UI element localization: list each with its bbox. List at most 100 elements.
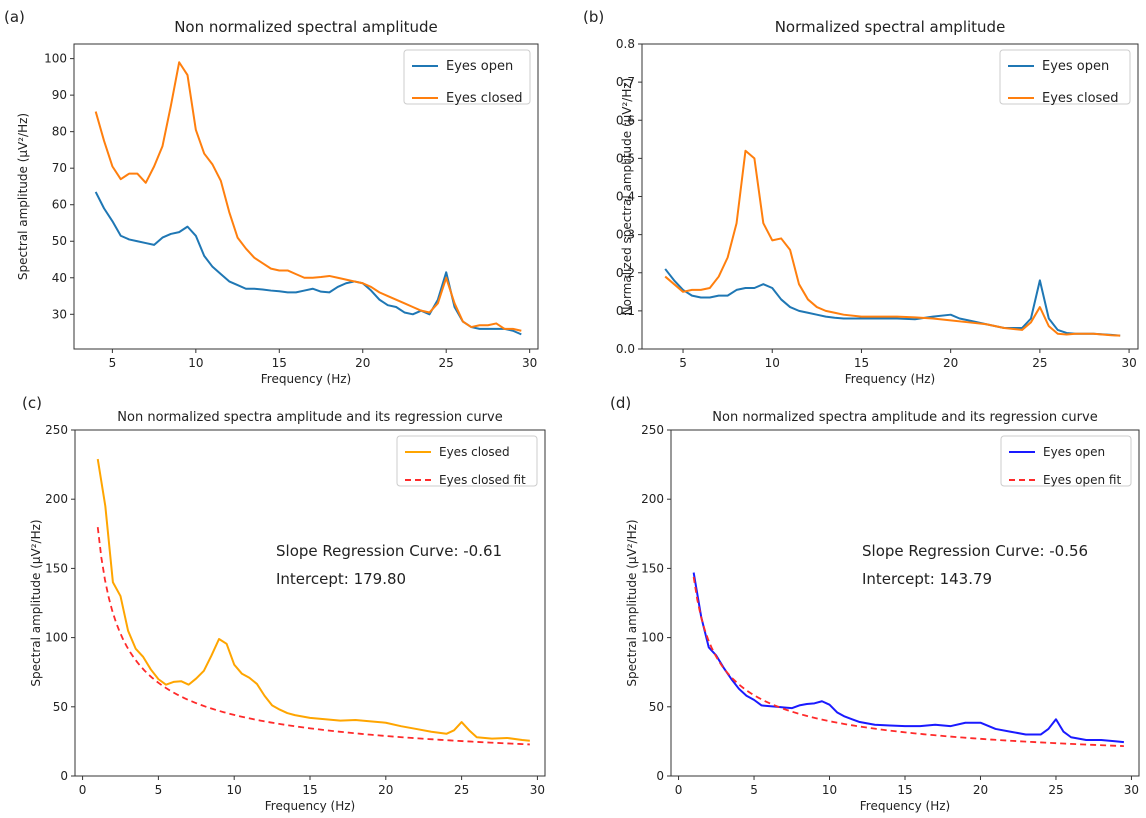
- x-tick-label: 25: [439, 356, 454, 370]
- chart-title: Non normalized spectral amplitude: [174, 18, 438, 36]
- series-line-eyes-open: [664, 268, 1121, 337]
- legend: Eyes open Eyes closed: [999, 49, 1131, 106]
- y-tick-label: 0.3: [616, 228, 635, 242]
- y-tick-label: 250: [45, 423, 68, 437]
- legend-label: Eyes open fit: [1043, 473, 1121, 487]
- x-tick-label: 30: [530, 783, 545, 797]
- x-tick-label: 20: [378, 783, 393, 797]
- legend-label: Eyes open: [1042, 59, 1109, 74]
- x-tick-label: 5: [679, 356, 687, 370]
- chart-title: Normalized spectral amplitude: [775, 18, 1006, 36]
- axes-frame: [73, 43, 539, 350]
- plot-area: [96, 458, 530, 746]
- legend: Eyes open Eyes closed: [403, 49, 531, 106]
- y-tick-label: 0.2: [616, 266, 635, 280]
- legend-box: [1000, 435, 1132, 487]
- y-tick-label: 30: [52, 307, 67, 321]
- legend-label: Eyes closed: [439, 445, 510, 459]
- plot-area: [692, 572, 1124, 747]
- x-tick-label: 0: [675, 783, 683, 797]
- series-line-eyes-closed: [96, 458, 530, 742]
- intercept-annotation: Intercept: 143.79: [862, 570, 992, 588]
- y-tick-label: 50: [53, 700, 68, 714]
- panel-2: (b) Normalized spectral amplitude 5 10 15 20 2…: [583, 8, 1139, 386]
- y-tick-label: 0.8: [616, 37, 635, 51]
- y-axis-label: Spectral amplitude (μV²/Hz): [625, 519, 639, 686]
- y-tick-label: 100: [641, 631, 664, 645]
- y-tick-label: 90: [52, 88, 67, 102]
- y-tick-label: 70: [52, 161, 67, 175]
- x-tick-label: 15: [854, 356, 869, 370]
- y-tick-label: 0.4: [616, 190, 635, 204]
- slope-annotation: Slope Regression Curve: -0.56: [862, 542, 1088, 560]
- y-tick-label: 200: [45, 492, 68, 506]
- series-line-eyes-open-fit: [692, 576, 1124, 747]
- x-tick-label: 30: [1121, 356, 1136, 370]
- legend-label: Eyes closed fit: [439, 473, 526, 487]
- x-tick-label: 20: [355, 356, 370, 370]
- axes-frame: [641, 43, 1139, 350]
- y-tick-label: 100: [45, 631, 68, 645]
- x-tick-label: 30: [522, 356, 537, 370]
- legend: Eyes open Eyes open fit: [1000, 435, 1132, 487]
- y-axis-label: Normalized spectral amplitude (μV²/Hz): [620, 78, 634, 316]
- series-line-eyes-closed-fit: [96, 527, 530, 746]
- legend-label: Eyes closed: [446, 91, 523, 106]
- panel-label: (a): [4, 8, 25, 26]
- y-tick-label: 40: [52, 271, 67, 285]
- x-tick-label: 10: [227, 783, 242, 797]
- plot-area: [94, 61, 522, 336]
- y-axis-label: Spectral amplitude (μV²/Hz): [29, 519, 43, 686]
- slope-annotation: Slope Regression Curve: -0.61: [276, 542, 502, 560]
- intercept-annotation: Intercept: 179.80: [276, 570, 406, 588]
- panel-label: (c): [22, 394, 42, 412]
- y-tick-label: 60: [52, 198, 67, 212]
- legend-box: [403, 49, 531, 105]
- x-axis-label: Frequency (Hz): [845, 372, 936, 386]
- x-tick-label: 15: [302, 783, 317, 797]
- x-tick-label: 25: [454, 783, 469, 797]
- series-line-eyes-closed: [94, 61, 522, 332]
- y-tick-label: 50: [649, 700, 664, 714]
- x-tick-label: 10: [765, 356, 780, 370]
- panel-1: (a) Non normalized spectral amplitude 5 10 1…: [4, 8, 539, 386]
- y-tick-label: 0.7: [616, 75, 635, 89]
- legend-label: Eyes open: [446, 59, 513, 74]
- panel-label: (d): [610, 394, 631, 412]
- y-tick-label: 0.1: [616, 304, 635, 318]
- x-axis-label: Frequency (Hz): [860, 799, 951, 813]
- x-tick-label: 30: [1124, 783, 1139, 797]
- panel-label: (b): [583, 8, 604, 26]
- y-tick-label: 0.0: [616, 342, 635, 356]
- x-axis-label: Frequency (Hz): [261, 372, 352, 386]
- x-tick-label: 20: [943, 356, 958, 370]
- y-tick-label: 0: [60, 769, 68, 783]
- series-line-eyes-open: [692, 572, 1124, 744]
- series-line-eyes-open: [94, 191, 522, 336]
- legend-label: Eyes closed: [1042, 91, 1119, 106]
- x-tick-label: 5: [155, 783, 163, 797]
- panel-3: (c) Non normalized spectra amplitude and …: [22, 394, 546, 813]
- y-tick-label: 80: [52, 125, 67, 139]
- legend: Eyes closed Eyes closed fit: [396, 435, 538, 487]
- x-tick-label: 5: [750, 783, 758, 797]
- x-tick-label: 0: [79, 783, 87, 797]
- x-tick-label: 15: [897, 783, 912, 797]
- legend-box: [999, 49, 1131, 105]
- panel-4: (d) Non normalized spectra amplitude and …: [610, 394, 1140, 813]
- y-tick-label: 0.6: [616, 113, 635, 127]
- x-axis-label: Frequency (Hz): [265, 799, 356, 813]
- y-tick-label: 100: [44, 52, 67, 66]
- y-tick-label: 250: [641, 423, 664, 437]
- x-tick-label: 10: [188, 356, 203, 370]
- y-tick-label: 50: [52, 234, 67, 248]
- x-tick-label: 25: [1032, 356, 1047, 370]
- series-line-eyes-closed: [664, 149, 1121, 337]
- y-tick-label: 0: [656, 769, 664, 783]
- x-tick-label: 25: [1048, 783, 1063, 797]
- legend-box: [396, 435, 538, 487]
- x-tick-label: 20: [973, 783, 988, 797]
- y-axis-label: Spectral amplitude (μV²/Hz): [16, 113, 30, 280]
- chart-title: Non normalized spectra amplitude and its…: [117, 410, 502, 425]
